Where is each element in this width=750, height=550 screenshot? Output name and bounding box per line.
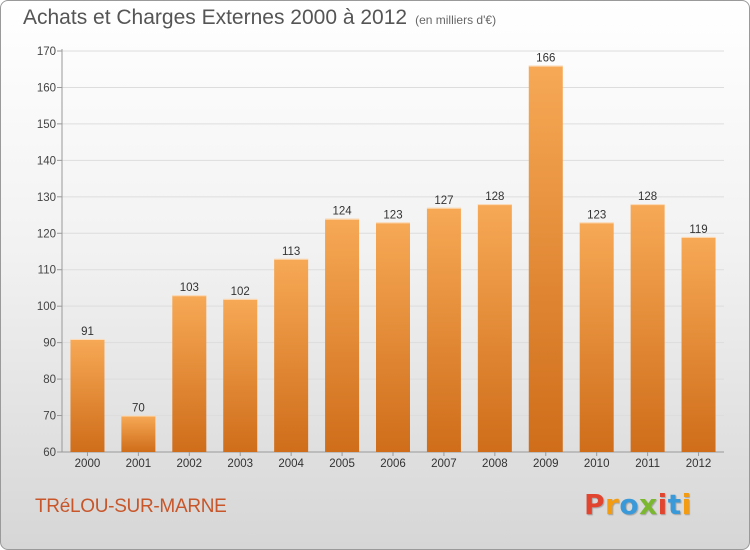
y-tick-label: 80	[43, 374, 56, 386]
x-tick-label: 2009	[533, 458, 559, 470]
bar	[426, 207, 461, 452]
bar	[325, 218, 360, 452]
logo-letter: r	[605, 488, 620, 521]
logo-letter: i	[681, 488, 692, 521]
y-tick-label: 160	[37, 82, 56, 94]
bar	[376, 222, 410, 452]
bar	[223, 298, 258, 452]
town-name: TRéLOU-SUR-MARNE	[35, 496, 227, 517]
x-tick-label: 2011	[635, 458, 660, 470]
bar-value-label: 166	[536, 53, 555, 65]
bar-value-label: 123	[587, 209, 606, 221]
y-tick-label: 150	[37, 119, 56, 131]
y-tick-label: 170	[37, 46, 56, 58]
logo-letter: i	[657, 488, 668, 521]
bar-value-label: 70	[132, 403, 145, 415]
y-tick-label: 70	[43, 411, 56, 423]
x-tick-label: 2003	[227, 458, 253, 470]
x-tick-label: 2007	[431, 458, 457, 470]
bar-value-label: 127	[434, 195, 453, 207]
bar	[121, 415, 156, 452]
bar	[274, 258, 309, 452]
y-tick-label: 100	[37, 301, 56, 313]
y-tick-label: 90	[43, 338, 56, 350]
bar-value-label: 128	[638, 191, 657, 203]
bar	[172, 295, 207, 452]
proxiti-logo: Proxiti	[584, 488, 692, 521]
bar-value-label: 128	[485, 191, 504, 203]
x-tick-label: 2008	[482, 458, 508, 470]
y-tick-label: 120	[37, 228, 56, 240]
bar-value-label: 124	[332, 206, 352, 218]
bar	[477, 204, 512, 452]
y-tick-label: 130	[37, 192, 56, 204]
plot-area: 60 70 80 90 100 110 120 130 140 150 160 170 91 2000 70…	[37, 46, 724, 470]
logo-letter: x	[639, 488, 658, 521]
bar-value-label: 103	[180, 282, 199, 294]
bar-value-label: 113	[282, 246, 300, 258]
chart-title-text: Achats et Charges Externes 2000 à 2012	[23, 6, 408, 29]
y-tick-label: 140	[37, 155, 56, 167]
y-tick-label: 60	[43, 447, 56, 459]
x-tick-label: 2006	[380, 458, 406, 470]
bar-value-label: 102	[231, 286, 250, 298]
y-tick-label: 110	[38, 265, 56, 277]
bar-value-label: 91	[81, 326, 94, 338]
bar	[681, 236, 716, 452]
bar	[70, 338, 105, 452]
x-tick-label: 2001	[126, 458, 152, 470]
logo-letter: t	[667, 488, 682, 521]
x-tick-label: 2002	[177, 458, 203, 470]
x-tick-label: 2000	[75, 458, 101, 470]
x-tick-label: 2012	[686, 458, 712, 470]
bar-value-label: 123	[383, 209, 402, 221]
bar	[630, 204, 665, 452]
x-tick-label: 2010	[584, 458, 610, 470]
bar	[528, 65, 563, 452]
chart-subtitle: (en milliers d'€)	[415, 13, 497, 27]
logo-letter: o	[619, 488, 640, 521]
chart-title: Achats et Charges Externes 2000 à 2012 (e…	[23, 6, 496, 30]
x-tick-label: 2005	[329, 458, 355, 470]
logo-letter: P	[584, 488, 606, 521]
bar	[579, 222, 614, 452]
bar-value-label: 119	[689, 224, 707, 236]
x-tick-label: 2004	[278, 458, 304, 470]
